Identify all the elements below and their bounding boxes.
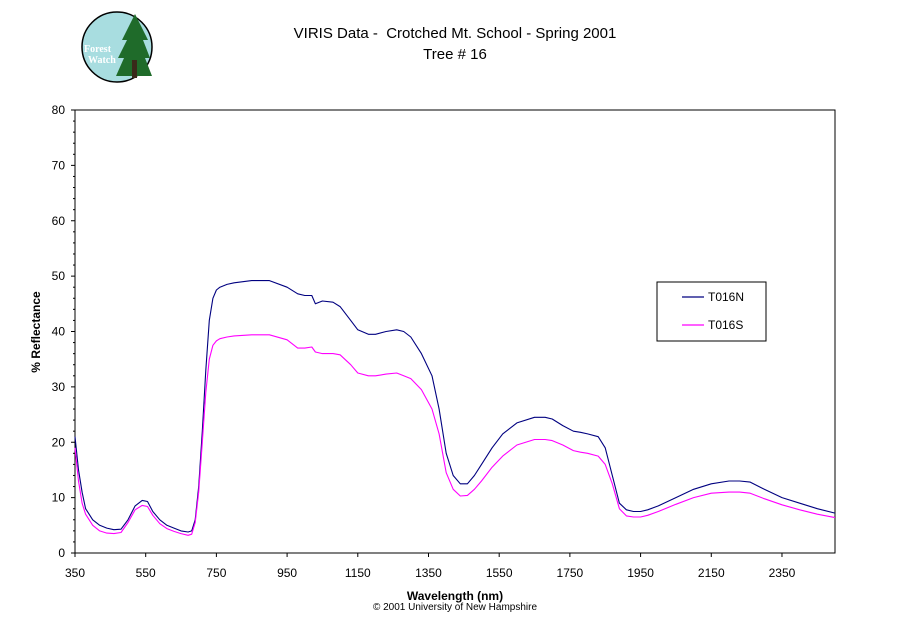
y-tick-label: 60 bbox=[52, 214, 66, 228]
x-tick-label: 750 bbox=[206, 566, 226, 580]
forest-watch-logo: Forest Watch bbox=[81, 11, 153, 83]
y-tick-label: 20 bbox=[52, 435, 66, 449]
series-group bbox=[74, 280, 836, 536]
x-tick-label: 950 bbox=[277, 566, 297, 580]
legend-label-t016n: T016N bbox=[708, 290, 744, 304]
chart-title: VIRIS Data - Crotched Mt. School - Sprin… bbox=[294, 25, 617, 42]
x-tick-label: 2350 bbox=[769, 566, 796, 580]
series-line-t016n bbox=[74, 280, 836, 533]
x-tick-label: 2150 bbox=[698, 566, 725, 580]
x-tick-label: 1150 bbox=[345, 566, 371, 580]
x-axis-label: Wavelength (nm) bbox=[407, 589, 503, 603]
x-tick-label: 1950 bbox=[627, 566, 654, 580]
y-tick-label: 30 bbox=[52, 380, 66, 394]
copyright-text: © 2001 University of New Hampshire bbox=[373, 602, 538, 613]
y-tick-label: 70 bbox=[52, 158, 66, 172]
y-tick-label: 40 bbox=[52, 325, 66, 339]
x-tick-label: 1350 bbox=[415, 566, 442, 580]
y-axis: 0 10 20 30 40 50 60 70 80 bbox=[52, 103, 75, 560]
x-tick-label: 1550 bbox=[486, 566, 513, 580]
x-tick-label: 550 bbox=[136, 566, 156, 580]
legend-label-t016s: T016S bbox=[708, 318, 743, 332]
y-tick-label: 10 bbox=[52, 491, 66, 505]
series-line-t016s bbox=[74, 334, 836, 536]
x-axis: 350 550 750 950 1150 1350 1550 1750 1950 2150 2350 bbox=[65, 553, 796, 580]
logo-text-line2: Watch bbox=[88, 55, 116, 66]
chart-subtitle: Tree # 16 bbox=[423, 46, 487, 63]
y-tick-label: 80 bbox=[52, 103, 66, 117]
x-tick-label: 350 bbox=[65, 566, 85, 580]
y-tick-label: 50 bbox=[52, 269, 66, 283]
tree-icon bbox=[116, 14, 152, 76]
x-tick-label: 1750 bbox=[557, 566, 584, 580]
y-tick-label: 0 bbox=[58, 546, 65, 560]
logo-text-line1: Forest bbox=[84, 44, 112, 55]
y-axis-label: % Reflectance bbox=[29, 291, 43, 373]
legend: T016N T016S bbox=[656, 281, 767, 342]
